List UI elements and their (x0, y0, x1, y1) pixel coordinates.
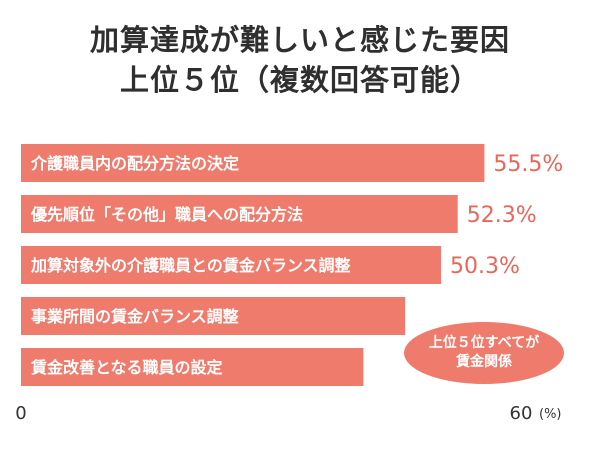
bar-label-4: 事業所間の賃金バランス調整 (31, 307, 239, 326)
bar-1 (21, 144, 485, 182)
bar-label-3: 加算対象外の介護職員との賃金バランス調整 (30, 256, 351, 275)
callout-note: 上位５位すべてが 賃金関係 (404, 322, 564, 384)
chart-title: 加算達成が難しいと感じた要因 (89, 23, 510, 57)
value-label-1: 55.5% (493, 152, 563, 177)
value-label-3: 50.3% (450, 254, 520, 279)
bar-label-5: 賃金改善となる職員の設定 (30, 358, 223, 377)
x-tick-60: 60 (510, 403, 533, 424)
callout-note-line2: 賃金関係 (456, 354, 512, 370)
x-tick-0: 0 (15, 403, 26, 424)
x-axis-unit: (%) (539, 407, 562, 422)
bar-3 (21, 246, 442, 284)
bar-5 (21, 348, 364, 386)
bar-label-1: 介護職員内の配分方法の決定 (30, 154, 239, 173)
bar-4 (21, 297, 406, 335)
bar-label-2: 優先順位「その他」職員への配分方法 (30, 205, 303, 224)
bar-2 (21, 195, 458, 233)
value-label-2: 52.3% (467, 203, 537, 228)
callout-note-line1: 上位５位すべてが (428, 335, 540, 351)
chart-subtitle: 上位５位（複数回答可能） (119, 63, 480, 97)
